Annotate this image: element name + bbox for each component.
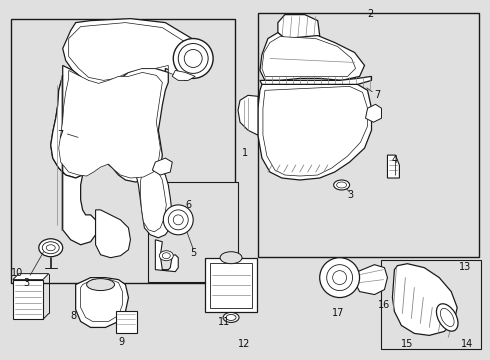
Text: 7: 7: [374, 90, 381, 100]
Text: 4: 4: [392, 155, 397, 165]
Text: 5: 5: [190, 248, 196, 258]
Ellipse shape: [159, 251, 173, 261]
Polygon shape: [96, 210, 130, 258]
Polygon shape: [75, 278, 128, 328]
Ellipse shape: [337, 182, 346, 188]
Circle shape: [327, 265, 353, 291]
Circle shape: [173, 39, 213, 78]
Text: 17: 17: [332, 307, 344, 318]
Circle shape: [168, 210, 188, 230]
Polygon shape: [69, 23, 198, 80]
Circle shape: [333, 271, 346, 285]
Polygon shape: [263, 86, 368, 176]
Text: 15: 15: [401, 339, 414, 350]
Circle shape: [163, 205, 193, 235]
Ellipse shape: [162, 253, 171, 259]
Text: 3: 3: [347, 190, 354, 200]
Polygon shape: [260, 76, 371, 90]
Polygon shape: [388, 155, 399, 178]
Polygon shape: [238, 95, 258, 135]
Text: 12: 12: [238, 339, 250, 350]
Polygon shape: [59, 71, 162, 178]
Ellipse shape: [437, 304, 458, 331]
Polygon shape: [51, 75, 96, 245]
Circle shape: [184, 50, 202, 67]
Polygon shape: [172, 71, 195, 80]
Polygon shape: [262, 37, 356, 76]
Text: 13: 13: [459, 262, 471, 272]
Polygon shape: [355, 265, 388, 294]
Text: 7: 7: [57, 130, 63, 140]
Polygon shape: [152, 158, 172, 175]
Polygon shape: [392, 264, 457, 336]
Ellipse shape: [46, 245, 55, 251]
Polygon shape: [135, 160, 172, 238]
Bar: [11, 19, 235, 283]
Polygon shape: [258, 84, 371, 180]
Bar: [148, 182, 238, 282]
Text: 10: 10: [11, 268, 23, 278]
Text: 14: 14: [461, 339, 473, 350]
Polygon shape: [155, 240, 178, 272]
Ellipse shape: [39, 239, 63, 257]
Text: 8: 8: [71, 311, 77, 321]
Circle shape: [319, 258, 360, 298]
Bar: [116, 311, 137, 333]
Ellipse shape: [226, 315, 236, 320]
Ellipse shape: [42, 242, 59, 254]
Text: 9: 9: [119, 337, 124, 347]
Bar: [258, 13, 479, 257]
Circle shape: [178, 44, 208, 73]
Bar: [382, 260, 481, 349]
Text: 2: 2: [368, 9, 374, 19]
Polygon shape: [366, 104, 382, 122]
Text: 11: 11: [218, 318, 230, 328]
Polygon shape: [63, 19, 205, 85]
Text: 3: 3: [23, 278, 29, 288]
Ellipse shape: [334, 180, 349, 190]
Ellipse shape: [220, 252, 242, 264]
Text: 6: 6: [185, 200, 192, 210]
Polygon shape: [13, 280, 43, 319]
Polygon shape: [141, 167, 166, 232]
Bar: [210, 263, 252, 307]
Ellipse shape: [87, 279, 115, 291]
Circle shape: [173, 215, 183, 225]
Ellipse shape: [441, 309, 454, 327]
Bar: [205, 258, 257, 312]
Ellipse shape: [223, 312, 239, 323]
Polygon shape: [278, 15, 319, 41]
Text: 1: 1: [242, 148, 248, 158]
Polygon shape: [51, 66, 168, 182]
Polygon shape: [260, 32, 365, 80]
Polygon shape: [81, 280, 122, 321]
Text: 16: 16: [377, 300, 390, 310]
Polygon shape: [13, 274, 49, 280]
